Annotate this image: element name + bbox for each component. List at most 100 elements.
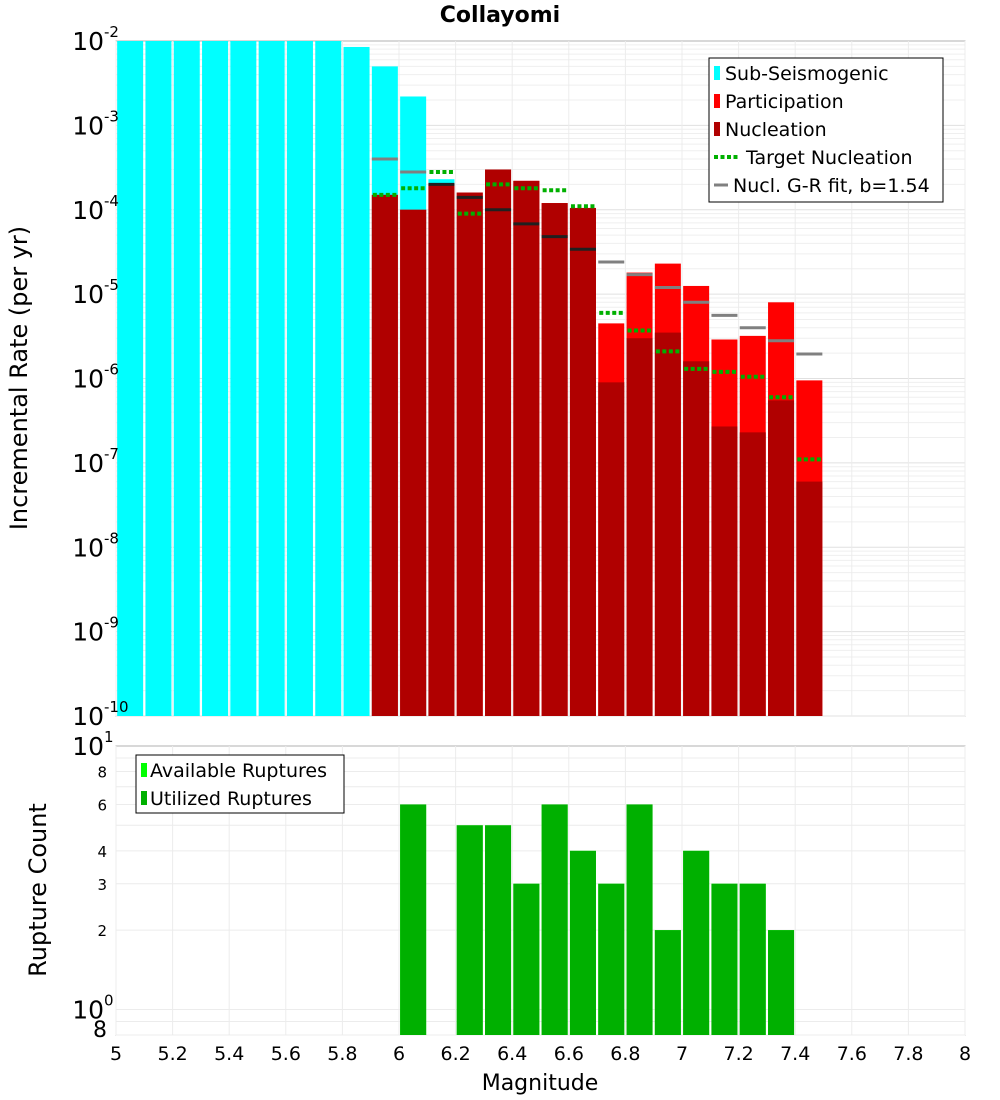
nucleation-bar	[485, 169, 512, 716]
utilized-ruptures-bar	[768, 930, 795, 1035]
nucleation-bar	[456, 192, 483, 717]
bottom-y-tick-exponent: 1	[104, 728, 114, 746]
legend-label-participation: Participation	[725, 91, 844, 113]
x-tick-label: 7.8	[893, 1043, 923, 1065]
utilized-ruptures-bar	[711, 883, 738, 1035]
x-tick-label: 7	[676, 1043, 688, 1065]
top-y-tick-label: 10	[72, 449, 104, 478]
top-y-tick-label: 10	[72, 533, 104, 562]
x-tick-label: 8	[959, 1043, 971, 1065]
legend-swatch-available	[141, 763, 147, 777]
top-y-tick-label: 10	[72, 618, 104, 647]
x-tick-label: 7.6	[837, 1043, 867, 1065]
bottom-y-tick-label: 8	[93, 1018, 107, 1043]
x-tick-label: 6.8	[610, 1043, 640, 1065]
utilized-ruptures-bar	[654, 930, 681, 1035]
nucleation-bar	[711, 426, 738, 716]
nucleation-bar	[513, 180, 540, 716]
nucleation-bar	[569, 207, 596, 716]
nucleation-bar	[428, 184, 455, 717]
x-tick-label: 7.2	[723, 1043, 753, 1065]
utilized-ruptures-bar	[456, 825, 483, 1035]
utilized-ruptures-bar	[569, 850, 596, 1035]
x-tick-label: 6.4	[497, 1043, 527, 1065]
top-legend: Sub-Seismogenic Participation Nucleation…	[708, 57, 944, 203]
nucleation-bar	[371, 194, 398, 716]
bottom-y-tick-label: 6	[97, 796, 107, 814]
top-y-axis-label: Incremental Rate (per yr)	[5, 226, 33, 530]
top-y-tick-exponent: -4	[104, 192, 119, 210]
x-tick-label: 5.4	[214, 1043, 244, 1065]
top-y-tick-exponent: -5	[104, 276, 119, 294]
bottom-legend-box	[135, 754, 345, 814]
top-y-tick-label: 10	[72, 702, 104, 731]
top-y-tick-label: 10	[72, 111, 104, 140]
bottom-y-tick-label: 10	[72, 995, 104, 1024]
utilized-ruptures-bar	[626, 804, 653, 1035]
bottom-y-tick-label: 10	[72, 732, 104, 761]
sub-seismogenic-bar	[315, 41, 342, 716]
bottom-y-axis-label: Rupture Count	[24, 803, 52, 977]
legend-swatch-nucleation	[714, 122, 720, 136]
x-tick-label: 5.8	[327, 1043, 357, 1065]
utilized-ruptures-bar	[485, 825, 512, 1035]
x-tick-label: 6.2	[440, 1043, 470, 1065]
top-y-tick-exponent: -7	[104, 445, 119, 463]
utilized-ruptures-bar	[598, 883, 625, 1035]
x-tick-label: 5	[110, 1043, 122, 1065]
nucleation-bar	[598, 382, 625, 716]
sub-seismogenic-bar	[173, 41, 200, 716]
utilized-ruptures-bar	[513, 883, 540, 1035]
top-y-tick-label: 10	[72, 27, 104, 56]
bottom-y-tick-label: 8	[97, 764, 107, 782]
top-panel: 10-210-310-410-510-610-710-810-910-10 Co…	[5, 3, 966, 731]
nucleation-bar	[739, 432, 766, 716]
top-y-ticks: 10-210-310-410-510-610-710-810-910-10	[72, 23, 128, 731]
nucleation-bar	[626, 338, 653, 716]
sub-seismogenic-bar	[117, 41, 144, 716]
bottom-y-tick-label: 2	[97, 922, 107, 940]
top-y-tick-label: 10	[72, 196, 104, 225]
utilized-ruptures-bar	[400, 804, 427, 1035]
legend-label-target-nucleation: Target Nucleation	[745, 147, 913, 169]
legend-label-available: Available Ruptures	[150, 760, 327, 782]
top-y-tick-exponent: -9	[104, 614, 119, 632]
nucleation-bar	[654, 332, 681, 716]
chart-title: Collayomi	[440, 3, 560, 28]
x-tick-label: 6	[393, 1043, 405, 1065]
top-bars	[117, 41, 823, 717]
x-tick-label: 5.6	[271, 1043, 301, 1065]
sub-seismogenic-bar	[230, 41, 257, 716]
x-ticks: 5 5.2 5.4 5.6 5.8 6 6.2 6.4 6.6 6.8 7 7.2 7.4 7.6 7.8 8	[110, 1043, 971, 1065]
top-lines	[371, 157, 823, 462]
top-y-tick-exponent: -2	[104, 23, 119, 41]
x-tick-label: 6.6	[554, 1043, 584, 1065]
top-y-tick-label: 10	[72, 365, 104, 394]
bottom-y-tick-label: 4	[97, 843, 107, 861]
utilized-ruptures-bar	[739, 883, 766, 1035]
top-y-tick-label: 10	[72, 280, 104, 309]
x-tick-label: 7.4	[780, 1043, 810, 1065]
top-y-tick-exponent: -6	[104, 361, 119, 379]
nucleation-bar	[683, 361, 710, 716]
top-legend-box	[708, 57, 944, 203]
bottom-legend: Available Ruptures Utilized Ruptures	[135, 754, 345, 814]
nucleation-bar	[541, 203, 568, 716]
legend-swatch-participation	[714, 94, 720, 108]
top-y-tick-exponent: -10	[104, 698, 129, 716]
utilized-ruptures-bar	[541, 804, 568, 1035]
sub-seismogenic-bar	[343, 46, 370, 717]
sub-seismogenic-bar	[145, 41, 172, 716]
sub-seismogenic-bar	[286, 41, 313, 716]
nucleation-bar	[400, 209, 427, 716]
legend-label-nucleation: Nucleation	[725, 119, 827, 141]
legend-swatch-utilized	[141, 791, 147, 805]
top-y-tick-exponent: -8	[104, 529, 119, 547]
x-tick-label: 5.2	[157, 1043, 187, 1065]
top-y-tick-exponent: -3	[104, 107, 119, 125]
legend-swatch-sub-seismogenic	[714, 66, 720, 80]
